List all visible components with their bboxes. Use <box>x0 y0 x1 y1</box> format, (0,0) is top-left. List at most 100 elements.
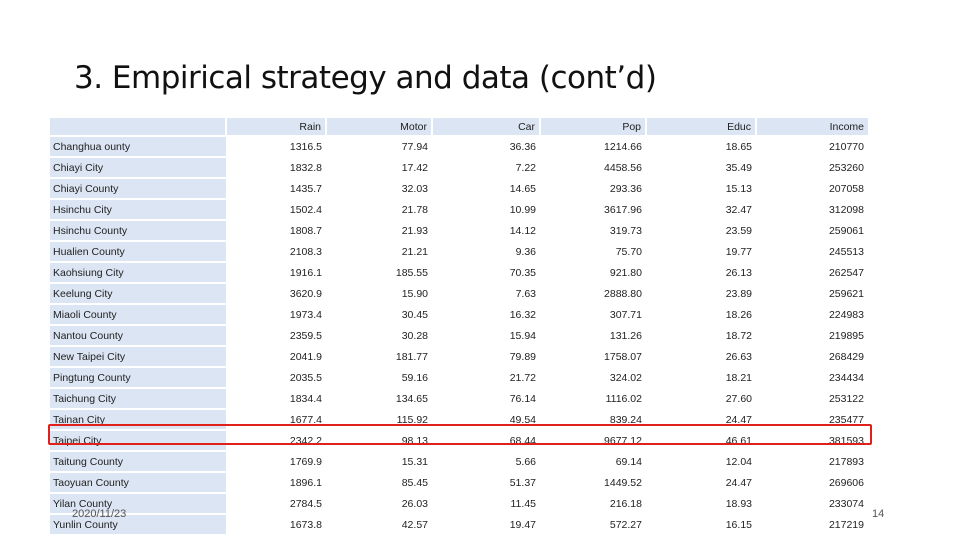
rain-value: 1677.4 <box>289 413 322 426</box>
table-header-row: Rain Motor Car Pop Educ Income <box>50 118 868 137</box>
car-value: 70.35 <box>509 266 536 279</box>
county-name: Hsinchu County <box>50 220 226 242</box>
income-value: 262547 <box>828 266 864 279</box>
income-value: 233074 <box>828 497 864 510</box>
educ-value: 32.47 <box>725 203 752 216</box>
income-value: 268429 <box>828 350 864 363</box>
county-name: Hsinchu City <box>50 199 226 221</box>
car-value: 68.44 <box>509 434 536 447</box>
motor-value: 115.92 <box>396 413 428 426</box>
motor-value: 21.21 <box>401 245 428 258</box>
car-value: 19.47 <box>509 518 536 531</box>
header-income: Income <box>755 118 868 137</box>
educ-value: 18.93 <box>725 497 752 510</box>
car-value: 16.32 <box>509 308 536 321</box>
motor-value: 17.42 <box>401 161 428 174</box>
pop-value: 2888.80 <box>604 287 642 300</box>
income-value: 234434 <box>828 371 864 384</box>
slide-date: 2020/11/23 <box>72 508 127 520</box>
car-value: 7.63 <box>515 287 536 300</box>
slide-title: 3. Empirical strategy and data (cont’d) <box>74 60 657 96</box>
table-row: Tainan City 1677.4 115.92 49.54 839.24 24.47 2… <box>50 409 868 431</box>
car-value: 10.99 <box>509 203 536 216</box>
educ-value: 27.60 <box>725 392 752 405</box>
rain-value: 1808.7 <box>289 224 322 237</box>
motor-value: 30.28 <box>401 329 428 342</box>
educ-value: 16.15 <box>725 518 752 531</box>
income-value: 245513 <box>828 245 864 258</box>
pop-value: 1214.66 <box>604 141 642 153</box>
motor-value: 32.03 <box>401 182 428 195</box>
pop-value: 324.02 <box>609 371 642 384</box>
motor-value: 21.78 <box>401 203 428 216</box>
pop-value: 1449.52 <box>604 476 642 489</box>
income-value: 224983 <box>828 308 864 321</box>
income-value: 269606 <box>828 476 864 489</box>
pop-value: 1758.07 <box>604 350 642 363</box>
educ-value: 24.47 <box>725 476 752 489</box>
county-name: Pingtung County <box>50 367 226 389</box>
motor-value: 85.45 <box>401 476 428 489</box>
pop-value: 131.26 <box>609 329 642 342</box>
motor-value: 134.65 <box>395 392 428 405</box>
table-row: Yilan County 2784.5 26.03 11.45 216.18 18.93 2… <box>50 493 868 515</box>
educ-value: 18.72 <box>725 329 752 342</box>
pop-value: 307.71 <box>609 308 642 321</box>
rain-value: 1673.8 <box>289 518 322 531</box>
pop-value: 9677.12 <box>604 434 642 447</box>
rain-value: 2784.5 <box>289 497 322 510</box>
educ-value: 18.26 <box>725 308 752 321</box>
table-row: Taichung City 1834.4 134.65 76.14 1116.02 27.… <box>50 388 868 410</box>
motor-value: 181.77 <box>395 350 428 363</box>
educ-value: 18.65 <box>725 141 752 153</box>
header-corner <box>50 118 226 137</box>
motor-value: 30.45 <box>401 308 428 321</box>
county-name: New Taipei City <box>50 346 226 368</box>
county-name: Yilan County <box>50 493 226 515</box>
table-row: Pingtung County 2035.5 59.16 21.72 324.02 18.… <box>50 367 868 389</box>
car-value: 9.36 <box>515 245 536 258</box>
rain-value: 2108.3 <box>289 245 322 258</box>
county-name: Miaoli County <box>50 304 226 326</box>
rain-value: 2342.2 <box>289 434 322 447</box>
rain-value: 1834.4 <box>289 392 322 405</box>
table-row: Hsinchu County 1808.7 21.93 14.12 319.73 23.5… <box>50 220 868 242</box>
pop-value: 4458.56 <box>604 161 642 174</box>
county-name: Taoyuan County <box>50 472 226 494</box>
educ-value: 12.04 <box>725 455 752 468</box>
car-value: 51.37 <box>509 476 536 489</box>
header-motor: Motor <box>325 118 432 137</box>
educ-value: 46.61 <box>725 434 752 447</box>
income-value: 207058 <box>828 182 864 195</box>
county-name: Yunlin County <box>50 514 226 536</box>
table-row: Chiayi County 1435.7 32.03 14.65 293.36 15.13… <box>50 178 868 200</box>
educ-value: 19.77 <box>725 245 752 258</box>
income-value: 235477 <box>828 413 864 426</box>
rain-value: 1435.7 <box>289 182 322 195</box>
educ-value: 24.47 <box>725 413 752 426</box>
table-row: Changhua ounty 1316.5 77.94 36.36 1214.66 18.… <box>50 136 868 158</box>
motor-value: 185.55 <box>395 266 428 279</box>
pop-value: 216.18 <box>609 497 642 510</box>
motor-value: 15.31 <box>401 455 428 468</box>
table-row: Kaohsiung City 1916.1 185.55 70.35 921.80 26.… <box>50 262 868 284</box>
income-value: 217219 <box>828 518 864 531</box>
table-row: Yunlin County 1673.8 42.57 19.47 572.27 16.15… <box>50 514 868 536</box>
county-name: Keelung City <box>50 283 226 305</box>
educ-value: 15.13 <box>725 182 752 195</box>
motor-value: 77.94 <box>401 141 428 153</box>
educ-value: 35.49 <box>725 161 752 174</box>
car-value: 79.89 <box>509 350 536 363</box>
rain-value: 2041.9 <box>289 350 322 363</box>
header-car: Car <box>431 118 540 137</box>
rain-value: 2035.5 <box>289 371 322 384</box>
pop-value: 293.36 <box>609 182 642 195</box>
rain-value: 2359.5 <box>289 329 322 342</box>
car-value: 36.36 <box>509 141 536 153</box>
educ-value: 23.89 <box>725 287 752 300</box>
county-name: Taichung City <box>50 388 226 410</box>
motor-value: 15.90 <box>401 287 428 300</box>
rain-value: 1916.1 <box>289 266 322 279</box>
pop-value: 839.24 <box>609 413 642 426</box>
county-name: Chiayi County <box>50 178 226 200</box>
